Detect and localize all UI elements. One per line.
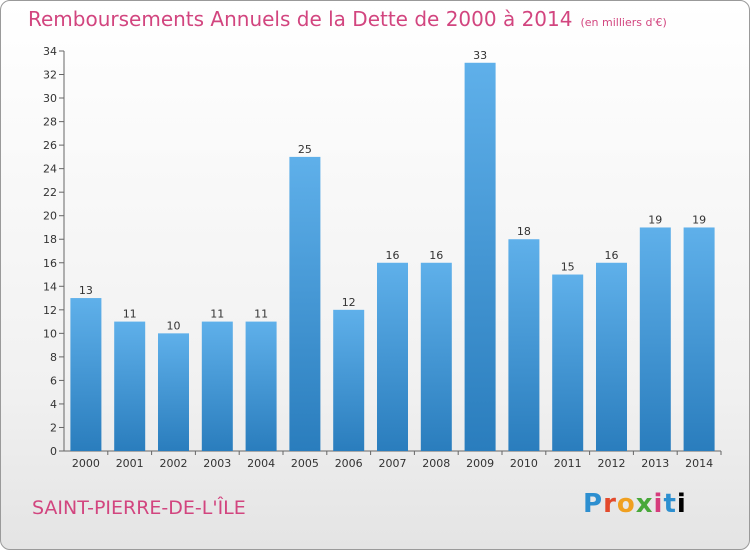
data-label: 18 [517, 225, 531, 238]
y-tick-label: 8 [50, 351, 57, 364]
data-label: 33 [473, 49, 487, 62]
y-tick-label: 12 [43, 304, 57, 317]
y-tick-label: 32 [43, 69, 57, 82]
x-tick-label: 2010 [510, 457, 538, 470]
data-label: 13 [79, 284, 93, 297]
title-text: Remboursements Annuels de la Dette de 20… [28, 7, 573, 31]
y-tick-label: 4 [50, 398, 57, 411]
data-label: 19 [692, 213, 706, 226]
y-tick-label: 34 [43, 45, 57, 58]
y-tick-label: 24 [43, 163, 57, 176]
bar [114, 321, 146, 451]
data-label: 11 [254, 308, 268, 321]
x-tick-label: 2014 [685, 457, 713, 470]
x-tick-label: 2004 [247, 457, 275, 470]
bar [377, 262, 408, 451]
y-tick-label: 6 [50, 374, 57, 387]
city-name: SAINT-PIERRE-DE-L'ÎLE [32, 497, 246, 519]
y-tick-label: 0 [50, 445, 57, 458]
x-tick-label: 2013 [641, 457, 669, 470]
x-tick-label: 2011 [554, 457, 582, 470]
bar [596, 262, 627, 451]
bar [70, 298, 102, 451]
bar [289, 156, 321, 451]
data-label: 11 [123, 308, 137, 321]
y-tick-label: 10 [43, 327, 57, 340]
x-tick-label: 2000 [72, 457, 100, 470]
x-tick-label: 2003 [203, 457, 231, 470]
bar [639, 227, 671, 451]
bar [464, 62, 496, 451]
bar [333, 309, 365, 451]
data-label: 16 [605, 249, 619, 262]
bar [552, 274, 584, 451]
unit-note: (en milliers d'€) [580, 16, 667, 29]
y-tick-label: 30 [43, 92, 57, 105]
x-tick-label: 2009 [466, 457, 494, 470]
x-tick-label: 2006 [335, 457, 363, 470]
x-tick-label: 2005 [291, 457, 319, 470]
bar [245, 321, 277, 451]
x-tick-label: 2008 [422, 457, 450, 470]
bar [201, 321, 233, 451]
bar [158, 333, 189, 451]
y-tick-label: 28 [43, 116, 57, 129]
x-tick-label: 2007 [379, 457, 407, 470]
y-tick-label: 22 [43, 186, 57, 199]
data-label: 16 [429, 249, 443, 262]
proxiti-logo: Proxiti [583, 489, 687, 519]
y-tick-label: 26 [43, 139, 57, 152]
bar [420, 262, 452, 451]
data-label: 11 [210, 308, 224, 321]
y-tick-label: 18 [43, 233, 57, 246]
x-tick-label: 2001 [116, 457, 144, 470]
x-tick-label: 2012 [598, 457, 626, 470]
chart-title: Remboursements Annuels de la Dette de 20… [28, 7, 667, 31]
y-tick-label: 16 [43, 257, 57, 270]
bar [508, 239, 540, 451]
y-tick-label: 2 [50, 421, 57, 434]
bar [683, 227, 715, 451]
data-label: 12 [342, 296, 356, 309]
data-label: 16 [386, 249, 400, 262]
y-tick-label: 20 [43, 210, 57, 223]
x-tick-label: 2002 [160, 457, 188, 470]
y-tick-label: 14 [43, 280, 57, 293]
data-label: 15 [561, 261, 575, 274]
data-label: 10 [167, 319, 181, 332]
data-label: 25 [298, 143, 312, 156]
data-label: 19 [648, 213, 662, 226]
